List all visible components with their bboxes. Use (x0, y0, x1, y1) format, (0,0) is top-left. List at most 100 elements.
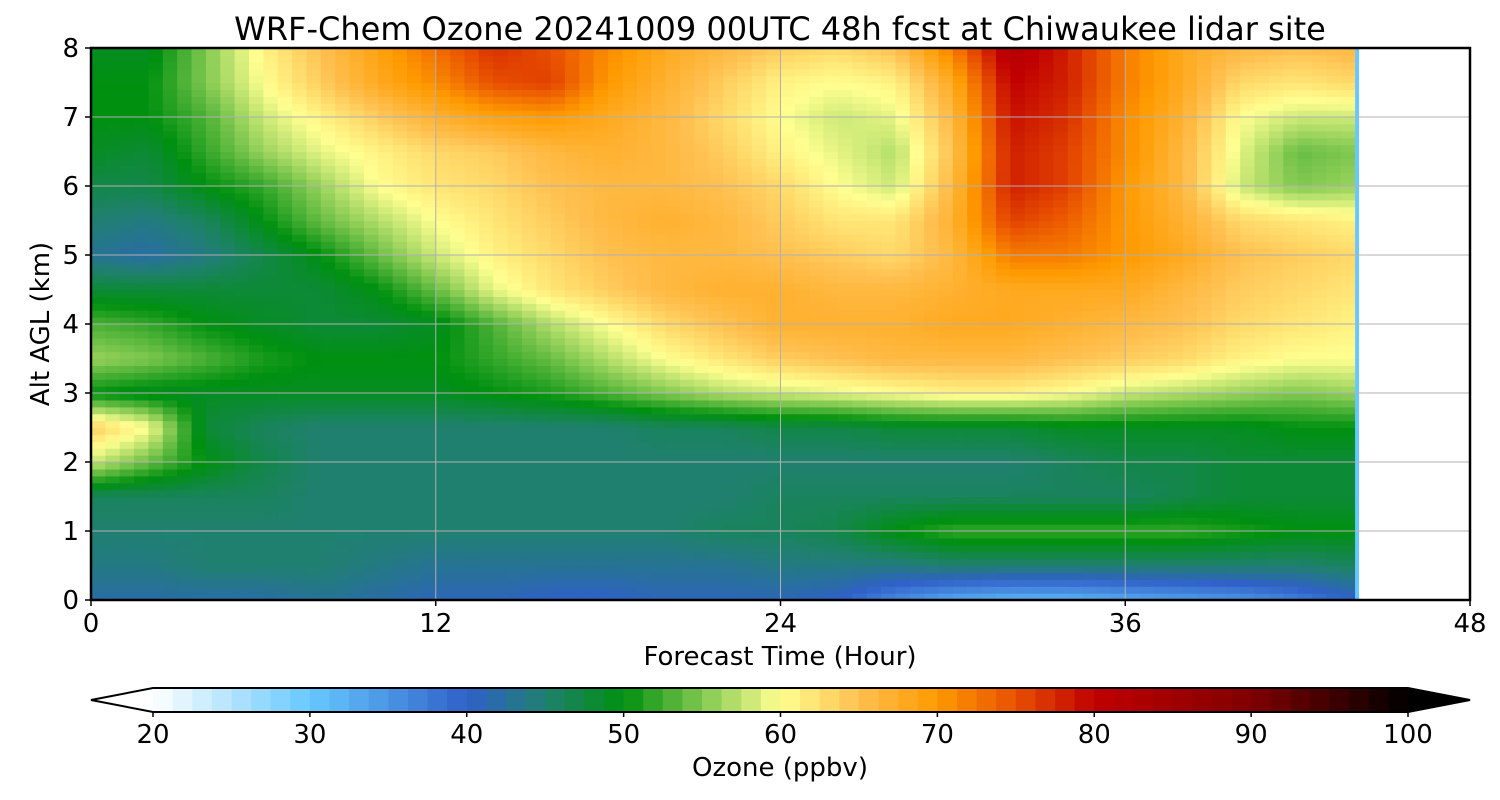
heatmap-cell (421, 379, 437, 387)
heatmap-cell (881, 413, 897, 422)
heatmap-cell (435, 206, 451, 215)
heatmap-cell (794, 531, 810, 539)
heatmap-cell (148, 330, 164, 339)
heatmap-cell (751, 96, 767, 104)
heatmap-cell (550, 192, 566, 201)
heatmap-cell (651, 296, 667, 304)
heatmap-cell (493, 379, 509, 387)
heatmap-cell (220, 227, 236, 235)
heatmap-cell (952, 496, 968, 504)
heatmap-cell (837, 399, 853, 408)
heatmap-cell (723, 503, 738, 511)
heatmap-cell (507, 427, 523, 435)
heatmap-cell (924, 482, 940, 491)
heatmap-cell (608, 151, 624, 159)
heatmap-cell (306, 317, 322, 325)
heatmap-cell (177, 337, 193, 346)
heatmap-cell (450, 551, 466, 560)
heatmap-cell (134, 434, 150, 442)
heatmap-cell (852, 261, 868, 270)
heatmap-cell (335, 531, 351, 539)
heatmap-cell (608, 158, 624, 166)
heatmap-cell (507, 524, 523, 532)
heatmap-cell (723, 54, 738, 63)
heatmap-cell (220, 54, 236, 63)
heatmap-cell (823, 241, 839, 249)
heatmap-cell (608, 565, 624, 573)
heatmap-cell (378, 213, 394, 222)
heatmap-cell (579, 406, 595, 415)
heatmap-cell (967, 103, 983, 111)
heatmap-cell (909, 117, 925, 125)
heatmap-cell (636, 565, 652, 573)
heatmap-cell (450, 303, 466, 311)
heatmap-cell (421, 572, 437, 580)
heatmap-cell (450, 372, 466, 380)
heatmap-cell (608, 192, 624, 201)
heatmap-cell (435, 158, 451, 166)
heatmap-cell (378, 48, 394, 56)
heatmap-cell (363, 89, 379, 97)
heatmap-cell (565, 427, 580, 435)
heatmap-cell (751, 234, 767, 242)
heatmap-cell (823, 89, 839, 97)
heatmap-cell (263, 199, 279, 208)
heatmap-cell (306, 282, 322, 291)
heatmap-cell (191, 565, 207, 573)
heatmap-cell (378, 572, 394, 580)
heatmap-cell (723, 123, 738, 132)
heatmap-cell (306, 165, 322, 173)
heatmap-cell (478, 455, 494, 463)
heatmap-cell (105, 282, 121, 291)
heatmap-cell (220, 482, 236, 491)
heatmap-cell (119, 82, 135, 90)
heatmap-cell (909, 510, 925, 518)
heatmap-cell (220, 48, 236, 56)
heatmap-cell (320, 179, 336, 187)
heatmap-cell (134, 406, 150, 415)
heatmap-cell (723, 413, 738, 422)
heatmap-cell (306, 255, 322, 263)
heatmap-cell (119, 206, 135, 215)
heatmap-cell (809, 255, 825, 263)
heatmap-cell (536, 579, 552, 587)
heatmap-cell (881, 448, 897, 456)
heatmap-cell (234, 241, 250, 249)
heatmap-cell (938, 54, 954, 63)
heatmap-cell (148, 503, 164, 511)
heatmap-cell (622, 386, 638, 394)
heatmap-cell (967, 386, 983, 394)
heatmap-cell (450, 282, 466, 291)
heatmap-cell (593, 54, 609, 63)
heatmap-cell (708, 172, 724, 180)
heatmap-cell (924, 75, 940, 84)
heatmap-cell (708, 593, 724, 600)
heatmap-cell (866, 496, 882, 504)
heatmap-cell (550, 455, 566, 463)
heatmap-cell (378, 151, 394, 159)
heatmap-cell (622, 234, 638, 242)
heatmap-cell (363, 75, 379, 84)
heatmap-cell (306, 158, 322, 166)
heatmap-cell (205, 475, 221, 484)
heatmap-cell (421, 531, 437, 539)
heatmap-cell (234, 117, 250, 125)
heatmap-cell (579, 165, 595, 173)
heatmap-cell (263, 565, 279, 573)
heatmap-cell (421, 130, 437, 139)
heatmap-cell (751, 289, 767, 297)
heatmap-cell (177, 275, 193, 284)
heatmap-cell (665, 537, 681, 546)
heatmap-cell (550, 234, 566, 242)
heatmap-cell (895, 462, 911, 470)
heatmap-cell (249, 117, 264, 125)
heatmap-cell (608, 475, 624, 484)
heatmap-cell (435, 365, 451, 373)
heatmap-cell (478, 137, 494, 146)
heatmap-cell (679, 192, 695, 201)
heatmap-cell (967, 551, 983, 560)
heatmap-cell (435, 372, 451, 380)
heatmap-cell (263, 379, 279, 387)
heatmap-cell (593, 441, 609, 449)
heatmap-cell (392, 427, 408, 435)
